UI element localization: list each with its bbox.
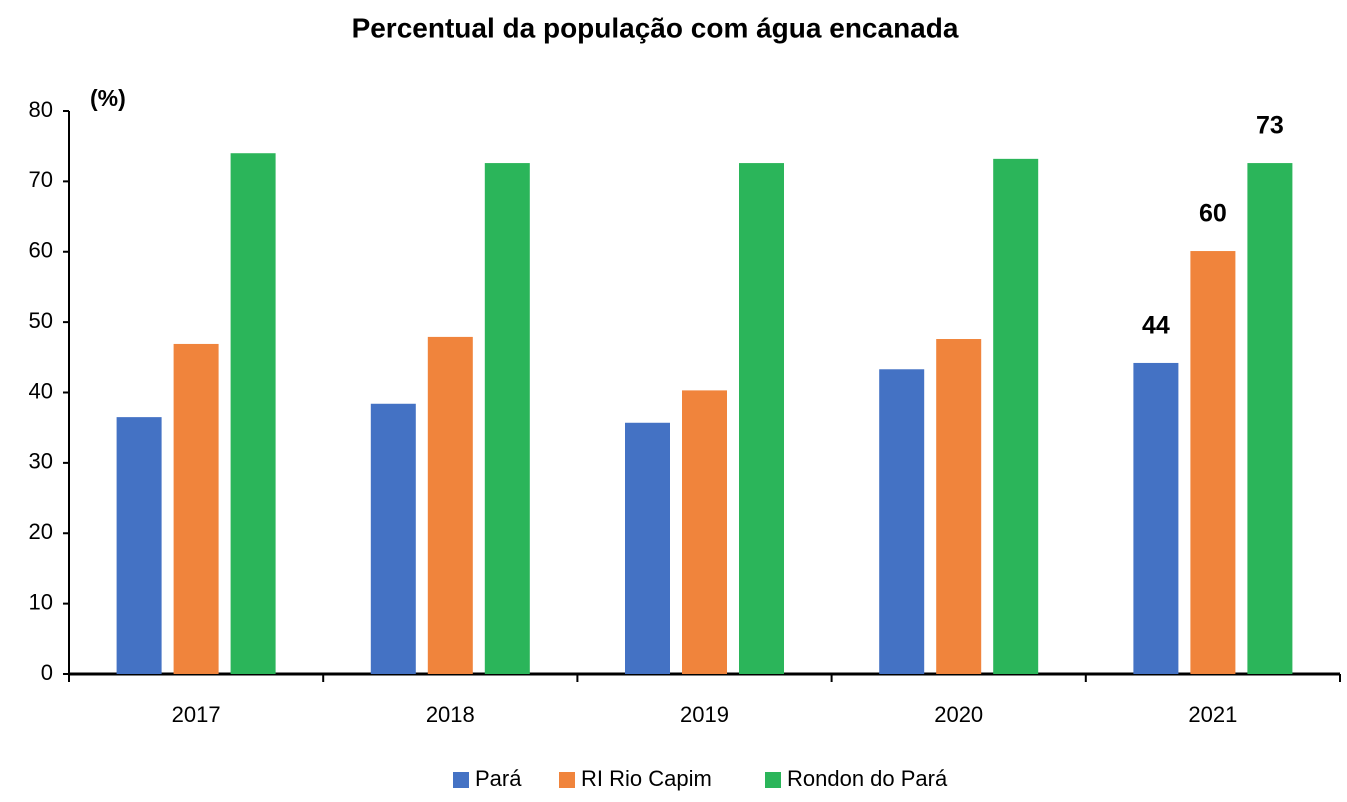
y-tick-label: 0 (41, 660, 53, 685)
legend-swatch (765, 772, 781, 788)
legend-label: Rondon do Pará (787, 766, 948, 791)
bar (173, 343, 219, 674)
bar (370, 403, 416, 674)
y-tick-label: 30 (29, 449, 53, 474)
legend-label: RI Rio Capim (581, 766, 712, 791)
y-tick-label: 10 (29, 589, 53, 614)
y-tick-label: 20 (29, 519, 53, 544)
legend-label: Pará (475, 766, 522, 791)
bar (993, 158, 1039, 675)
legend-swatch (559, 772, 575, 788)
y-tick-label: 40 (29, 378, 53, 403)
value-label: 73 (1256, 112, 1284, 140)
bar (879, 369, 925, 674)
x-tick-label: 2019 (680, 702, 729, 727)
x-tick-label: 2020 (934, 702, 983, 727)
bar (1190, 251, 1236, 674)
bar (427, 336, 473, 674)
bar (116, 417, 162, 674)
value-label: 44 (1142, 312, 1170, 340)
bar (682, 390, 727, 674)
value-label: 60 (1199, 200, 1227, 228)
bar (1247, 163, 1293, 674)
y-tick-label: 60 (29, 238, 53, 263)
bar (484, 163, 530, 674)
legend-swatch (453, 772, 469, 788)
y-axis-label: (%) (90, 85, 126, 111)
x-tick-label: 2021 (1188, 702, 1237, 727)
y-tick-label: 50 (29, 308, 53, 333)
chart-title: Percentual da população com água encanad… (352, 12, 959, 43)
bar (230, 153, 276, 675)
x-tick-label: 2017 (172, 702, 221, 727)
bar (936, 339, 982, 674)
bar (1133, 362, 1179, 674)
bar (739, 163, 784, 674)
y-tick-label: 70 (29, 167, 53, 192)
x-tick-label: 2018 (426, 702, 475, 727)
bar (625, 422, 670, 674)
y-tick-label: 80 (29, 97, 53, 122)
